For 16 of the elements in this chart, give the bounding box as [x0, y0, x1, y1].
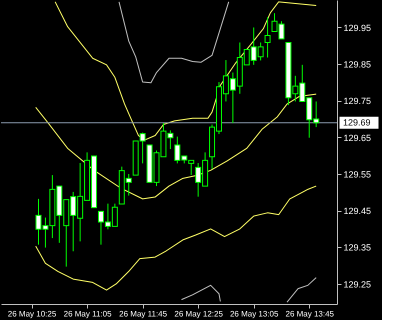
x-tick-label: 26 May 13:45: [285, 310, 335, 318]
candlestick: [264, 16, 271, 58]
y-tick-label: 129.45: [344, 206, 372, 216]
y-tick-label: 129.95: [344, 22, 372, 33]
x-tick-label: 26 May 13:05: [230, 310, 279, 318]
y-tick-label: 129.35: [344, 242, 372, 253]
ref-line-label: 129.69: [343, 118, 371, 128]
y-tick-label: 129.85: [344, 60, 372, 70]
x-tick-label: 26 May 11:05: [64, 310, 112, 318]
y-tick-label: 129.75: [344, 96, 372, 106]
x-tick-label: 26 May 12:25: [174, 310, 224, 318]
x-tick-label: 26 May 10:25: [8, 310, 57, 318]
x-tick-label: 26 May 11:45: [119, 310, 168, 318]
y-tick-label: 129.55: [344, 169, 372, 180]
y-tick-label: 129.25: [344, 279, 372, 290]
y-tick-label: 129.65: [344, 132, 372, 143]
